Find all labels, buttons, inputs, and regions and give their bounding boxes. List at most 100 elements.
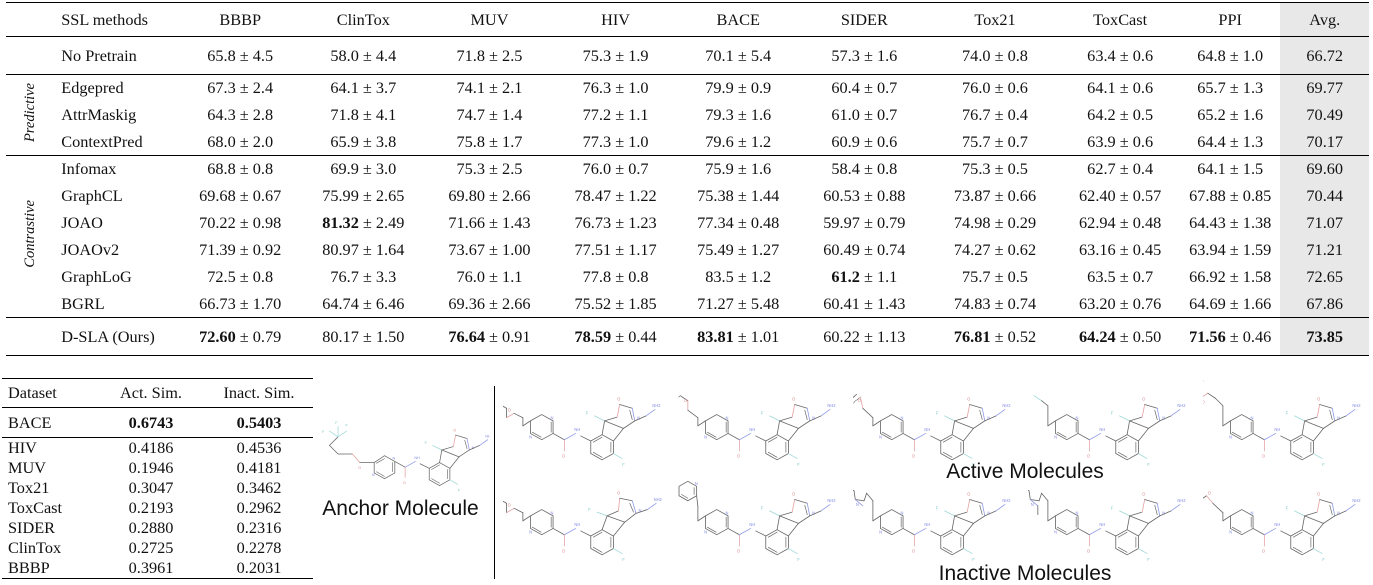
svg-text:N: N xyxy=(393,457,396,461)
svg-text:NH2: NH2 xyxy=(1177,498,1186,503)
svg-text:F: F xyxy=(425,441,428,445)
svg-text:N: N xyxy=(726,511,729,516)
svg-text:F: F xyxy=(1147,462,1150,467)
svg-text:N: N xyxy=(551,511,554,516)
svg-text:NH: NH xyxy=(574,522,580,527)
svg-text:O: O xyxy=(1262,548,1265,553)
svg-text:O: O xyxy=(1203,399,1205,404)
svg-text:O: O xyxy=(617,490,620,495)
svg-text:O: O xyxy=(912,453,915,458)
svg-text:O: O xyxy=(684,398,687,403)
svg-text:N: N xyxy=(1054,434,1057,439)
svg-text:N: N xyxy=(726,416,729,421)
svg-text:F: F xyxy=(936,506,939,511)
svg-text:N: N xyxy=(1251,511,1254,516)
svg-text:F: F xyxy=(335,421,338,425)
svg-text:O: O xyxy=(1208,490,1211,495)
svg-text:N: N xyxy=(1031,502,1034,507)
svg-text:O: O xyxy=(1142,492,1145,497)
svg-text:F: F xyxy=(346,423,349,427)
svg-text:O: O xyxy=(562,548,565,553)
svg-text:N: N xyxy=(704,434,707,439)
svg-text:F: F xyxy=(761,506,764,511)
svg-text:NH: NH xyxy=(1274,522,1280,527)
svg-text:O: O xyxy=(1087,453,1090,458)
svg-text:NH2: NH2 xyxy=(652,403,661,408)
svg-text:N: N xyxy=(704,529,707,534)
svg-text:F: F xyxy=(1111,411,1114,416)
svg-text:O: O xyxy=(508,502,511,507)
svg-text:N: N xyxy=(856,502,859,507)
svg-text:O: O xyxy=(1142,397,1145,402)
svg-text:N: N xyxy=(901,416,904,421)
svg-text:F: F xyxy=(1322,462,1325,467)
svg-text:NH2: NH2 xyxy=(827,498,836,503)
svg-text:O: O xyxy=(1317,397,1320,402)
svg-text:F: F xyxy=(972,557,975,562)
svg-text:O: O xyxy=(792,397,795,402)
svg-text:NH2: NH2 xyxy=(1002,403,1011,408)
svg-text:O: O xyxy=(403,481,406,485)
svg-text:NH: NH xyxy=(924,522,930,527)
svg-text:F: F xyxy=(322,430,325,434)
svg-text:O: O xyxy=(358,466,361,470)
svg-text:NH2: NH2 xyxy=(1002,498,1011,503)
svg-text:NH: NH xyxy=(1099,522,1105,527)
svg-text:N: N xyxy=(1054,529,1057,534)
svg-text:F: F xyxy=(458,488,461,492)
svg-text:F: F xyxy=(622,462,625,467)
svg-text:N: N xyxy=(879,529,882,534)
svg-text:NH2: NH2 xyxy=(827,403,836,408)
svg-text:N: N xyxy=(551,416,554,421)
svg-text:O: O xyxy=(453,429,456,433)
svg-text:NH2: NH2 xyxy=(654,497,663,502)
svg-text:NH2: NH2 xyxy=(1352,403,1361,408)
svg-text:F: F xyxy=(1322,557,1325,562)
svg-text:N: N xyxy=(1076,511,1079,516)
svg-text:O: O xyxy=(1087,548,1090,553)
svg-text:N: N xyxy=(1076,416,1079,421)
svg-text:F: F xyxy=(1286,411,1289,416)
svg-text:F: F xyxy=(972,462,975,467)
svg-text:NH: NH xyxy=(1274,427,1280,432)
svg-text:N: N xyxy=(372,473,375,477)
svg-text:N: N xyxy=(529,529,532,534)
svg-text:NH: NH xyxy=(1099,427,1105,432)
svg-text:N: N xyxy=(1251,416,1254,421)
svg-text:O: O xyxy=(792,492,795,497)
svg-text:O: O xyxy=(617,397,620,402)
svg-text:F: F xyxy=(588,507,591,512)
svg-text:F: F xyxy=(586,411,589,416)
svg-text:NH: NH xyxy=(924,427,930,432)
svg-text:F: F xyxy=(1203,380,1205,384)
svg-text:O: O xyxy=(858,398,861,403)
svg-text:O: O xyxy=(912,548,915,553)
svg-text:F: F xyxy=(936,411,939,416)
svg-text:NH: NH xyxy=(749,522,755,527)
svg-text:O: O xyxy=(1262,453,1265,458)
svg-text:O: O xyxy=(737,548,740,553)
svg-text:O: O xyxy=(737,453,740,458)
svg-text:N: N xyxy=(529,434,532,439)
svg-text:N: N xyxy=(901,511,904,516)
svg-text:NH2: NH2 xyxy=(485,434,490,438)
svg-text:NH: NH xyxy=(749,427,755,432)
svg-text:O: O xyxy=(967,492,970,497)
svg-text:O: O xyxy=(967,397,970,402)
svg-text:NH: NH xyxy=(414,456,420,460)
svg-text:O: O xyxy=(1317,492,1320,497)
svg-text:O: O xyxy=(562,453,565,458)
svg-text:NH: NH xyxy=(574,427,580,432)
svg-text:F: F xyxy=(622,557,625,562)
svg-text:N: N xyxy=(695,481,698,486)
svg-text:NH2: NH2 xyxy=(1352,498,1361,503)
svg-text:N: N xyxy=(1229,434,1232,439)
svg-text:NH2: NH2 xyxy=(1177,403,1186,408)
svg-text:N: N xyxy=(1229,529,1232,534)
svg-text:N: N xyxy=(879,434,882,439)
svg-text:F: F xyxy=(1111,506,1114,511)
svg-text:F: F xyxy=(1147,557,1150,562)
svg-text:F: F xyxy=(797,557,800,562)
svg-text:O: O xyxy=(508,407,511,412)
svg-text:F: F xyxy=(797,462,800,467)
